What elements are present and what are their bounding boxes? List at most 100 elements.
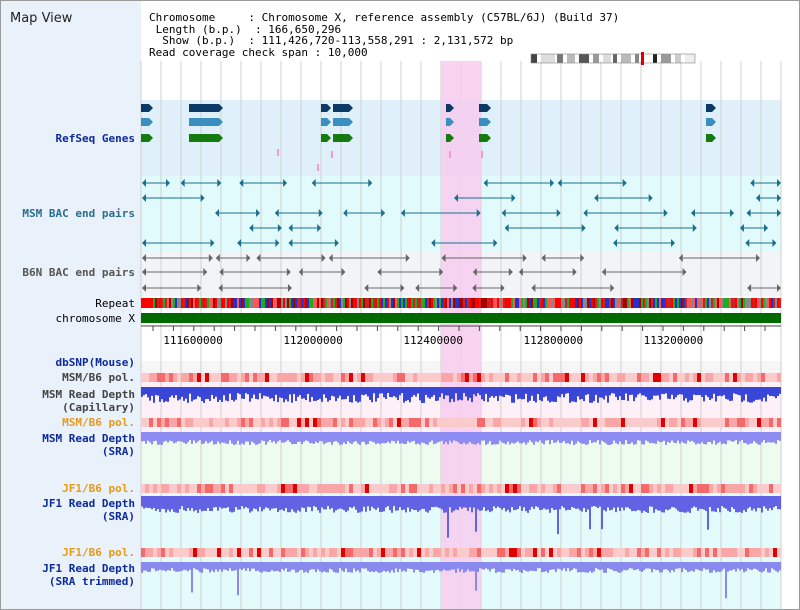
- jf1-sra-depth-bar: [475, 496, 477, 532]
- repeat-segment: [197, 298, 199, 308]
- refseq-marker: [317, 164, 319, 171]
- jf1-trimmed-depth-bar: [631, 562, 633, 569]
- jf1-sra-depth-bar: [577, 496, 579, 509]
- repeat-segment: [643, 298, 645, 308]
- jf1-pol2-cell: [533, 548, 537, 557]
- jf1-trimmed-depth-bar: [221, 562, 223, 572]
- jf1-trimmed-depth-bar: [569, 562, 571, 572]
- repeat-segment: [337, 298, 339, 308]
- msm-pol2-cell: [537, 418, 541, 427]
- jf1-trimmed-depth-bar: [231, 562, 233, 571]
- jf1-pol-cell: [525, 484, 529, 493]
- jf1-trimmed-depth-bar: [383, 562, 385, 571]
- track-label-dbsnp[interactable]: dbSNP(Mouse): [55, 356, 135, 369]
- track-label-jf1-depth-trimmed[interactable]: JF1 Read Depth: [42, 562, 135, 575]
- msm-pol2-cell: [597, 418, 601, 427]
- jf1-sra-depth-bar: [687, 496, 689, 512]
- msm-pol-cell: [577, 373, 581, 382]
- msm-capillary-depth-bar: [177, 387, 179, 401]
- msm-sra-depth-bar: [327, 432, 329, 443]
- msm-sra-depth-bar: [679, 432, 681, 444]
- jf1-pol-cell: [585, 484, 589, 493]
- jf1-pol2-cell: [269, 548, 273, 557]
- msm-capillary-depth-bar: [541, 387, 543, 402]
- msm-pol2-cell: [185, 418, 189, 427]
- repeat-segment: [473, 298, 475, 308]
- jf1-pol-cell: [197, 484, 201, 493]
- msm-sra-depth-bar: [523, 432, 525, 443]
- jf1-sra-depth-bar: [425, 496, 427, 512]
- jf1-pol-cell: [573, 484, 577, 493]
- track-label-repeat[interactable]: Repeat: [95, 297, 135, 310]
- jf1-sra-depth-bar: [497, 496, 499, 507]
- track-label-b6n-bac[interactable]: B6N BAC end pairs: [22, 266, 135, 279]
- jf1-pol-cell: [773, 484, 777, 493]
- msm-pol-cell: [145, 373, 149, 382]
- jf1-pol2-cell: [621, 548, 625, 557]
- jf1-sra-depth-bar: [591, 496, 593, 507]
- repeat-segment: [487, 298, 489, 308]
- track-label-msm-bac[interactable]: MSM BAC end pairs: [22, 207, 135, 220]
- track-label-refseq-genes[interactable]: RefSeq Genes: [55, 132, 135, 145]
- jf1-trimmed-depth-bar: [167, 562, 169, 571]
- track-label-jf1-pol[interactable]: JF1/B6 pol.: [62, 482, 135, 495]
- msm-sra-depth-bar: [683, 432, 685, 444]
- jf1-sra-depth-bar: [567, 496, 569, 510]
- msm-pol2-cell: [557, 418, 561, 427]
- jf1-trimmed-depth-bar: [409, 562, 411, 569]
- jf1-sra-depth-bar: [301, 496, 303, 508]
- jf1-pol2-cell: [345, 548, 349, 557]
- msm-sra-depth-bar: [621, 432, 623, 445]
- jf1-pol2-cell: [729, 548, 733, 557]
- msm-pol2-cell: [689, 418, 693, 427]
- jf1-pol-cell: [317, 484, 321, 493]
- track-label-msm-pol[interactable]: MSM/B6 pol.: [62, 371, 135, 384]
- msm-sra-depth-bar: [361, 432, 363, 442]
- msm-capillary-depth-bar: [743, 387, 745, 401]
- jf1-trimmed-depth-bar: [487, 562, 489, 570]
- jf1-pol-cell: [613, 484, 617, 493]
- track-label-msm-pol-2[interactable]: MSM/B6 pol.: [62, 416, 135, 429]
- jf1-sra-depth-bar: [481, 496, 483, 511]
- msm-sra-depth-bar: [481, 432, 483, 441]
- jf1-sra-depth-bar: [177, 496, 179, 513]
- jf1-trimmed-depth-bar: [699, 562, 701, 571]
- jf1-pol2-cell: [629, 548, 633, 557]
- msm-pol2-cell: [565, 418, 569, 427]
- jf1-trimmed-depth-bar: [613, 562, 615, 572]
- track-label-jf1-pol-2[interactable]: JF1/B6 pol.: [62, 546, 135, 559]
- b6n-bac-pair-end: [472, 268, 477, 276]
- track-label-jf1-depth[interactable]: JF1 Read Depth: [42, 497, 135, 510]
- track-label-msm-depth-capillary[interactable]: MSM Read Depth: [42, 388, 135, 401]
- jf1-sra-depth-bar: [525, 496, 527, 512]
- msm-pol-cell: [229, 373, 233, 382]
- jf1-trimmed-depth-bar: [489, 562, 491, 572]
- jf1-trimmed-depth-bar: [501, 562, 503, 573]
- jf1-sra-depth-bar: [473, 496, 475, 508]
- jf1-trimmed-depth-bar: [295, 562, 297, 573]
- jf1-pol-cell: [437, 484, 441, 493]
- jf1-pol2-cell: [645, 548, 649, 557]
- jf1-sra-depth-bar: [683, 496, 685, 513]
- jf1-trimmed-depth-bar: [147, 562, 149, 572]
- msm-capillary-depth-bar: [303, 387, 305, 399]
- jf1-pol-cell: [381, 484, 385, 493]
- msm-bac-pair-end: [274, 209, 279, 217]
- msm-sra-depth-bar: [403, 432, 405, 444]
- repeat-segment: [161, 298, 163, 308]
- msm-capillary-depth-bar: [681, 387, 683, 395]
- msm-capillary-depth-bar: [187, 387, 189, 403]
- msm-pol-cell: [753, 373, 757, 382]
- jf1-sra-depth-bar: [215, 496, 217, 508]
- track-label-msm-depth-sra[interactable]: MSM Read Depth: [42, 432, 135, 445]
- msm-sra-depth-bar: [161, 432, 163, 445]
- track-label-chromosome[interactable]: chromosome X: [55, 312, 135, 325]
- b6n-bac-pair-end: [197, 284, 202, 292]
- jf1-sra-depth-bar: [531, 496, 533, 507]
- jf1-sra-depth-bar: [223, 496, 225, 508]
- track-label-msm-depth-capillary-sub: (Capillary): [62, 401, 135, 414]
- jf1-trimmed-depth-bar: [639, 562, 641, 571]
- repeat-segment: [275, 298, 277, 308]
- repeat-segment: [423, 298, 425, 308]
